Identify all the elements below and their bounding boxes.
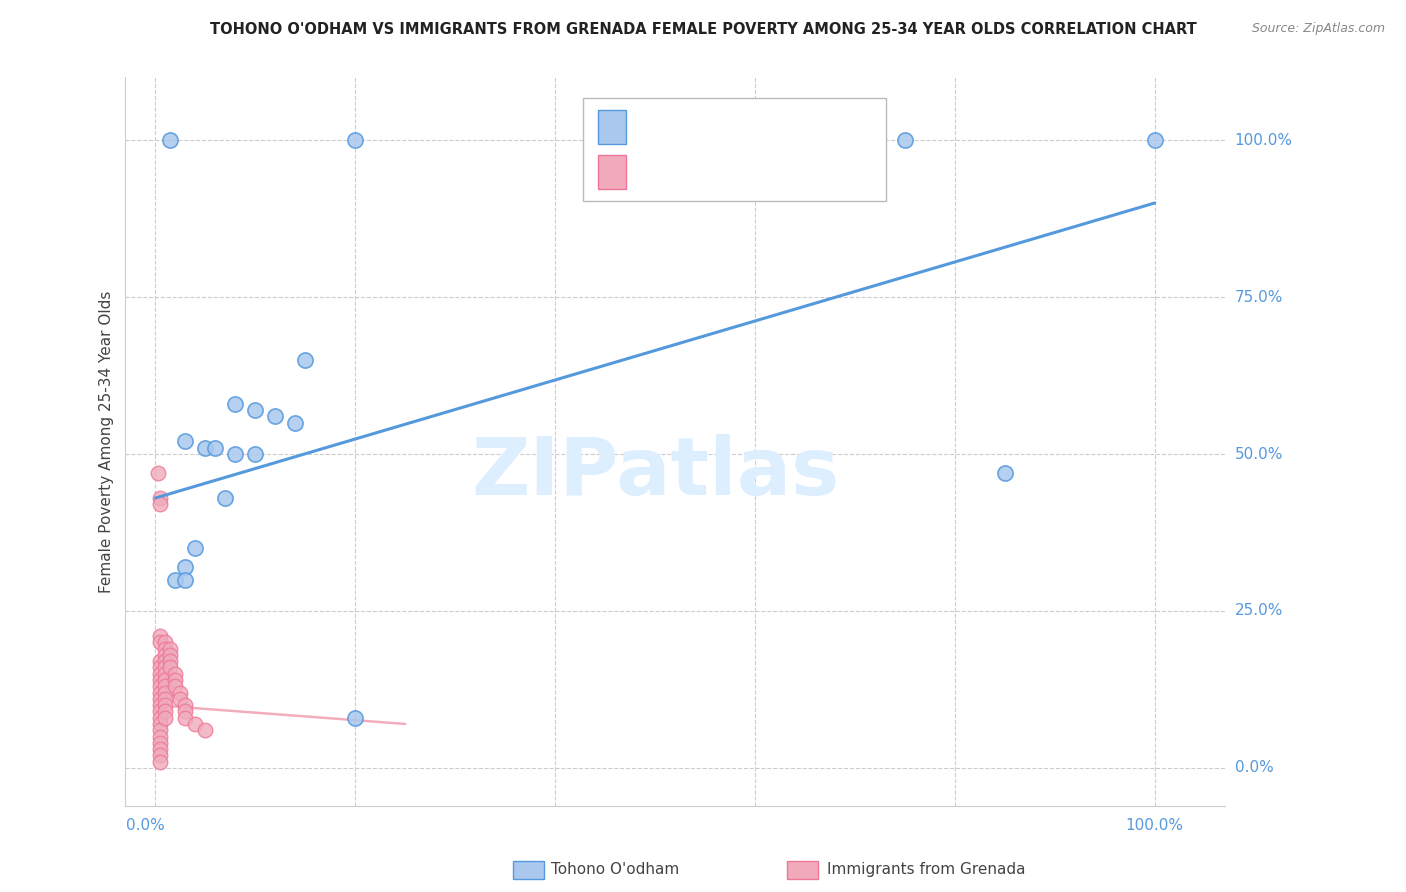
Point <box>1143 133 1166 147</box>
Point <box>149 685 172 699</box>
Point <box>159 660 181 674</box>
Point <box>155 685 177 699</box>
Point <box>214 491 236 505</box>
Text: N =: N = <box>759 164 793 179</box>
Point <box>155 698 177 713</box>
Point <box>149 666 172 681</box>
Point <box>344 711 367 725</box>
Text: 50: 50 <box>794 163 820 181</box>
Point <box>159 654 181 668</box>
Point <box>264 409 287 424</box>
Point <box>169 685 191 699</box>
Point <box>148 466 170 480</box>
Point <box>149 629 172 643</box>
Point <box>149 742 172 756</box>
Point <box>165 679 187 693</box>
Point <box>174 705 197 719</box>
Point <box>159 648 181 662</box>
Text: 0.0%: 0.0% <box>127 818 165 833</box>
Point <box>149 723 172 738</box>
Point <box>149 660 172 674</box>
Point <box>165 673 187 687</box>
Point <box>155 691 177 706</box>
Point <box>194 723 217 738</box>
Text: 75.0%: 75.0% <box>1234 290 1284 305</box>
Point <box>149 730 172 744</box>
Point <box>149 497 172 511</box>
Point <box>155 673 177 687</box>
Point <box>149 691 172 706</box>
Point <box>155 660 177 674</box>
Point <box>245 447 267 461</box>
Point <box>149 673 172 687</box>
Point <box>155 711 177 725</box>
Point <box>184 717 207 731</box>
Point <box>149 698 172 713</box>
Text: 100.0%: 100.0% <box>1126 818 1184 833</box>
Point <box>284 416 307 430</box>
Point <box>149 755 172 769</box>
Text: N =: N = <box>759 120 793 135</box>
Point <box>174 434 197 449</box>
Point <box>169 691 191 706</box>
Point <box>245 403 267 417</box>
Point <box>149 679 172 693</box>
Point <box>174 698 197 713</box>
Text: Tohono O'odham: Tohono O'odham <box>551 863 679 877</box>
Y-axis label: Female Poverty Among 25-34 Year Olds: Female Poverty Among 25-34 Year Olds <box>100 290 114 592</box>
Point <box>344 133 367 147</box>
Text: 21: 21 <box>794 118 820 136</box>
Point <box>159 133 181 147</box>
Text: 100.0%: 100.0% <box>1234 133 1292 148</box>
Point <box>149 748 172 763</box>
Point <box>149 635 172 649</box>
Point <box>155 648 177 662</box>
Text: Immigrants from Grenada: Immigrants from Grenada <box>827 863 1025 877</box>
Text: R =: R = <box>640 164 673 179</box>
Text: 0.521: 0.521 <box>685 118 741 136</box>
Point <box>149 654 172 668</box>
Point <box>155 641 177 656</box>
Point <box>159 641 181 656</box>
Text: 25.0%: 25.0% <box>1234 604 1284 618</box>
Point <box>224 397 246 411</box>
Point <box>149 491 172 505</box>
Text: R =: R = <box>640 120 673 135</box>
Point <box>165 573 187 587</box>
Point <box>224 447 246 461</box>
Point <box>149 736 172 750</box>
Point <box>174 560 197 574</box>
Point <box>194 441 217 455</box>
Point <box>149 705 172 719</box>
Point <box>155 679 177 693</box>
Point <box>894 133 917 147</box>
Point <box>174 573 197 587</box>
Point <box>149 717 172 731</box>
Point <box>184 541 207 556</box>
Point <box>155 654 177 668</box>
Point <box>165 666 187 681</box>
Text: 50.0%: 50.0% <box>1234 447 1284 461</box>
Point <box>994 466 1017 480</box>
Point <box>174 711 197 725</box>
Point <box>204 441 226 455</box>
Text: 0.0%: 0.0% <box>1234 760 1274 775</box>
Point <box>155 666 177 681</box>
Text: -0.105: -0.105 <box>685 163 749 181</box>
Text: Source: ZipAtlas.com: Source: ZipAtlas.com <box>1251 22 1385 36</box>
Point <box>155 635 177 649</box>
Text: ZIPatlas: ZIPatlas <box>471 434 839 512</box>
Point <box>155 705 177 719</box>
Text: TOHONO O'ODHAM VS IMMIGRANTS FROM GRENADA FEMALE POVERTY AMONG 25-34 YEAR OLDS C: TOHONO O'ODHAM VS IMMIGRANTS FROM GRENAD… <box>209 22 1197 37</box>
Point <box>294 352 316 367</box>
Point <box>149 711 172 725</box>
